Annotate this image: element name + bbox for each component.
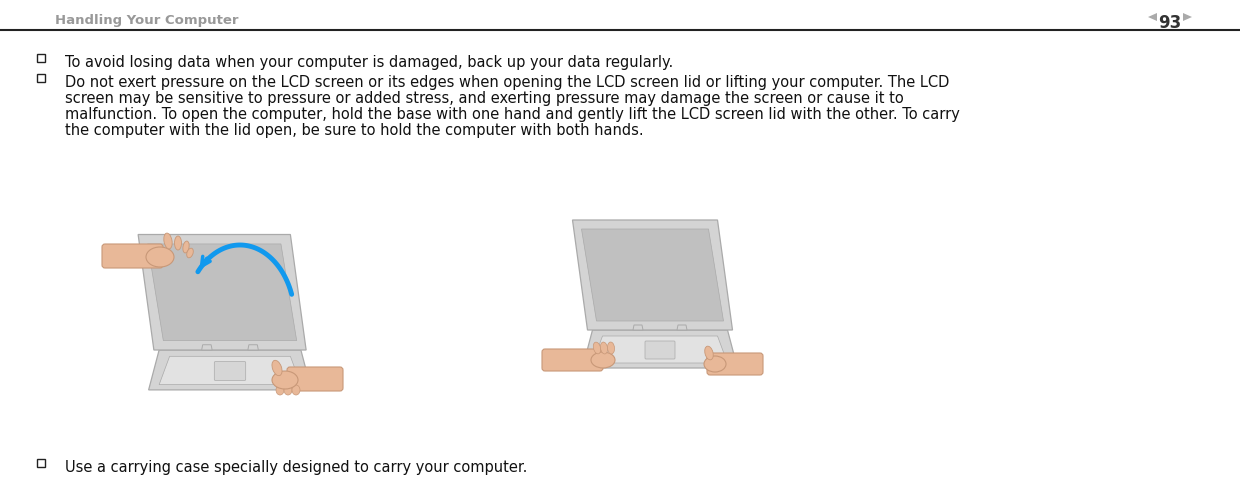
Polygon shape: [159, 356, 301, 385]
Ellipse shape: [272, 360, 281, 376]
FancyBboxPatch shape: [645, 341, 675, 359]
Polygon shape: [573, 220, 733, 330]
Ellipse shape: [187, 248, 193, 258]
Polygon shape: [677, 325, 687, 330]
Text: 93: 93: [1158, 14, 1182, 32]
Polygon shape: [583, 330, 738, 368]
Ellipse shape: [182, 241, 190, 253]
Text: malfunction. To open the computer, hold the base with one hand and gently lift t: malfunction. To open the computer, hold …: [64, 107, 960, 122]
Ellipse shape: [704, 346, 713, 360]
Ellipse shape: [272, 371, 298, 389]
Ellipse shape: [600, 342, 608, 354]
Ellipse shape: [591, 352, 615, 368]
Text: To avoid losing data when your computer is damaged, back up your data regularly.: To avoid losing data when your computer …: [64, 55, 673, 70]
Text: Use a carrying case specially designed to carry your computer.: Use a carrying case specially designed t…: [64, 460, 527, 475]
Text: screen may be sensitive to pressure or added stress, and exerting pressure may d: screen may be sensitive to pressure or a…: [64, 91, 904, 106]
FancyBboxPatch shape: [215, 362, 246, 380]
Ellipse shape: [284, 385, 291, 395]
FancyBboxPatch shape: [542, 349, 603, 371]
Polygon shape: [593, 336, 728, 363]
Polygon shape: [1183, 13, 1192, 21]
Polygon shape: [138, 234, 306, 350]
Ellipse shape: [291, 385, 300, 395]
Polygon shape: [632, 325, 644, 330]
Ellipse shape: [593, 342, 600, 354]
FancyBboxPatch shape: [102, 244, 162, 268]
Polygon shape: [1148, 13, 1157, 21]
Polygon shape: [149, 350, 311, 390]
Ellipse shape: [164, 233, 172, 249]
Polygon shape: [248, 345, 258, 350]
Polygon shape: [202, 345, 212, 350]
Ellipse shape: [175, 236, 181, 250]
Text: Do not exert pressure on the LCD screen or its edges when opening the LCD screen: Do not exert pressure on the LCD screen …: [64, 75, 950, 90]
Polygon shape: [582, 229, 723, 321]
FancyBboxPatch shape: [286, 367, 343, 391]
Ellipse shape: [608, 342, 615, 354]
Ellipse shape: [704, 356, 725, 372]
Text: the computer with the lid open, be sure to hold the computer with both hands.: the computer with the lid open, be sure …: [64, 123, 644, 138]
Text: Handling Your Computer: Handling Your Computer: [55, 14, 238, 27]
Ellipse shape: [146, 247, 174, 267]
Polygon shape: [148, 244, 296, 341]
Ellipse shape: [277, 385, 284, 395]
FancyBboxPatch shape: [707, 353, 763, 375]
